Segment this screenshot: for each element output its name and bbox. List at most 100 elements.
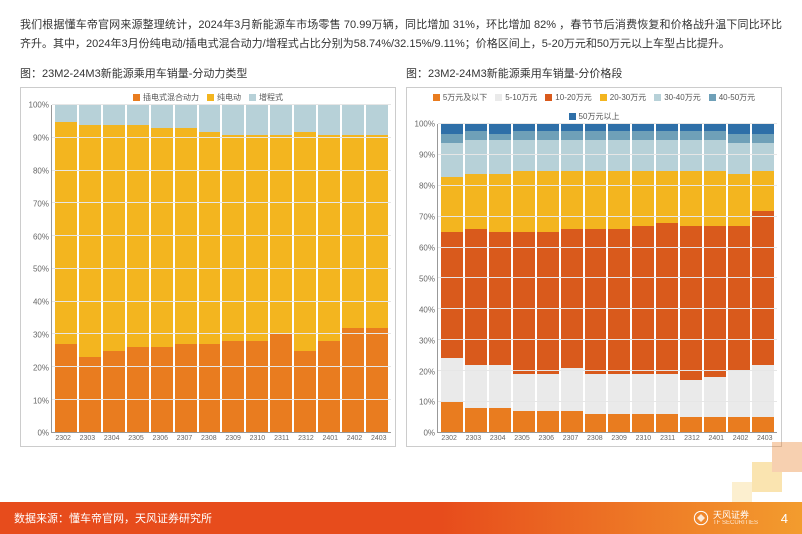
bar-segment <box>489 408 511 433</box>
legend-swatch <box>545 94 552 101</box>
bar-segment <box>561 131 583 140</box>
chart2-legend: 5万元及以下5-10万元10-20万元20-30万元30-40万元40-50万元… <box>411 92 777 122</box>
bar-segment <box>79 125 101 357</box>
bar-segment <box>175 105 197 128</box>
bar-segment <box>246 135 268 341</box>
bar-segment <box>728 174 750 226</box>
chart1-plotarea <box>51 105 391 433</box>
bar-segment <box>441 402 463 433</box>
bar-segment <box>608 140 630 171</box>
bar-segment <box>489 232 511 364</box>
bar-segment <box>513 131 535 140</box>
ytick: 10% <box>419 398 435 407</box>
bar-column <box>513 124 535 432</box>
chart-powertrain: 图：23M2-24M3新能源乘用车销量-分动力类型 插电式混合动力纯电动增程式 … <box>20 65 396 447</box>
bar-segment <box>441 134 463 143</box>
bar-column <box>55 105 77 432</box>
xtick: 2305 <box>510 433 534 442</box>
legend-item: 30-40万元 <box>654 92 700 103</box>
xtick: 2401 <box>704 433 728 442</box>
bar-segment <box>342 135 364 328</box>
bar-segment <box>704 226 726 377</box>
bar-segment <box>752 143 774 171</box>
ytick: 100% <box>415 120 435 129</box>
bar-segment <box>366 105 388 134</box>
xtick: 2308 <box>197 433 221 442</box>
bar-segment <box>342 105 364 134</box>
legend-label: 插电式混合动力 <box>143 92 199 103</box>
bar-column <box>103 105 125 432</box>
legend-label: 20-30万元 <box>610 92 646 103</box>
bar-segment <box>585 229 607 374</box>
chart2-box: 5万元及以下5-10万元10-20万元20-30万元30-40万元40-50万元… <box>406 87 782 447</box>
ytick: 10% <box>33 396 49 405</box>
bar-column <box>342 105 364 432</box>
xtick: 2302 <box>437 433 461 442</box>
bar-segment <box>728 124 750 133</box>
xtick: 2305 <box>124 433 148 442</box>
bar-column <box>127 105 149 432</box>
bar-segment <box>441 358 463 401</box>
legend-swatch <box>569 113 576 120</box>
bar-segment <box>585 414 607 432</box>
bar-segment <box>175 128 197 344</box>
bar-segment <box>704 417 726 432</box>
bar-segment <box>294 105 316 131</box>
bar-segment <box>318 341 340 433</box>
bar-column <box>585 124 607 432</box>
bar-column <box>465 124 487 432</box>
bar-segment <box>585 171 607 230</box>
bar-segment <box>151 128 173 347</box>
bar-column <box>270 105 292 432</box>
ytick: 90% <box>33 134 49 143</box>
xtick: 2303 <box>461 433 485 442</box>
bar-segment <box>513 374 535 411</box>
xtick: 2309 <box>607 433 631 442</box>
bar-segment <box>728 143 750 174</box>
bar-segment <box>680 140 702 171</box>
legend-swatch <box>600 94 607 101</box>
bar-segment <box>222 341 244 433</box>
bar-segment <box>752 134 774 143</box>
ytick: 100% <box>29 101 49 110</box>
bar-segment <box>704 131 726 140</box>
bar-segment <box>441 143 463 177</box>
chart1-box: 插电式混合动力纯电动增程式 0%10%20%30%40%50%60%70%80%… <box>20 87 396 447</box>
bar-segment <box>752 211 774 365</box>
bar-segment <box>728 417 750 432</box>
xtick: 2402 <box>728 433 752 442</box>
bar-segment <box>199 132 221 345</box>
bar-segment <box>103 105 125 125</box>
xtick: 2402 <box>342 433 366 442</box>
bar-segment <box>537 411 559 433</box>
bar-segment <box>728 134 750 143</box>
bar-segment <box>728 371 750 417</box>
bar-segment <box>632 171 654 226</box>
xtick: 2303 <box>75 433 99 442</box>
ytick: 50% <box>33 265 49 274</box>
bar-segment <box>465 408 487 433</box>
bar-segment <box>585 374 607 414</box>
xtick: 2403 <box>753 433 777 442</box>
xtick: 2308 <box>583 433 607 442</box>
bar-segment <box>752 171 774 211</box>
bar-segment <box>199 344 221 432</box>
bar-segment <box>752 417 774 432</box>
bar-segment <box>608 229 630 374</box>
bar-segment <box>537 140 559 171</box>
legend-item: 5-10万元 <box>495 92 537 103</box>
bar-segment <box>127 347 149 432</box>
ytick: 70% <box>419 213 435 222</box>
legend-label: 40-50万元 <box>719 92 755 103</box>
bar-segment <box>513 171 535 233</box>
bar-segment <box>656 414 678 432</box>
xtick: 2401 <box>318 433 342 442</box>
bar-column <box>175 105 197 432</box>
bar-segment <box>246 341 268 433</box>
xtick: 2304 <box>486 433 510 442</box>
bar-segment <box>199 105 221 131</box>
bar-segment <box>704 377 726 417</box>
legend-swatch <box>433 94 440 101</box>
bar-segment <box>465 140 487 174</box>
bar-segment <box>489 174 511 233</box>
